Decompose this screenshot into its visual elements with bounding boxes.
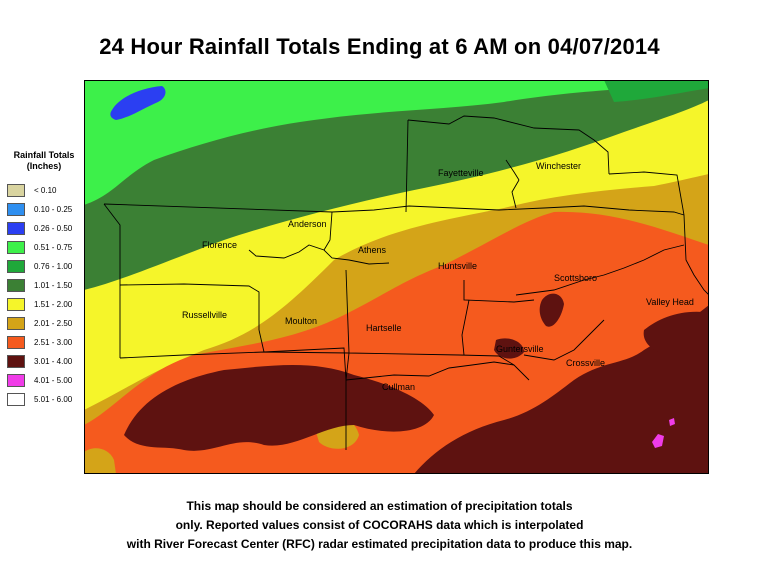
band-3.01-4.00-spot2 [494, 338, 524, 359]
city-moulton: Moulton [285, 316, 317, 326]
legend-label: 1.01 - 1.50 [34, 281, 73, 290]
band-4.01-5.00-b [669, 418, 675, 426]
legend-swatch [7, 298, 25, 311]
legend-item: 0.10 - 0.25 [4, 200, 84, 219]
map-frame [84, 80, 709, 474]
city-florence: Florence [202, 240, 237, 250]
band-2.01-2.50-pocket2 [84, 448, 116, 474]
legend-item: 1.51 - 2.00 [4, 295, 84, 314]
city-winchester: Winchester [536, 161, 581, 171]
city-athens: Athens [358, 245, 387, 255]
city-hartselle: Hartselle [366, 323, 402, 333]
city-russellville: Russellville [182, 310, 227, 320]
legend-items: < 0.10 0.10 - 0.25 0.26 - 0.50 0.51 - 0.75 0… [4, 181, 84, 409]
city-markers: Fayetteville Winchester Anderson Florenc… [182, 161, 694, 392]
city-crossville: Crossville [566, 358, 605, 368]
legend-label: < 0.10 [34, 186, 57, 195]
legend-label: 0.10 - 0.25 [34, 205, 73, 214]
band-3.01-4.00-east [643, 311, 709, 357]
legend: Rainfall Totals (Inches) < 0.10 0.10 - 0.… [4, 150, 84, 409]
legend-item: 1.01 - 1.50 [4, 276, 84, 295]
city-cullman: Cullman [382, 382, 415, 392]
legend-title: Rainfall Totals (Inches) [4, 150, 84, 172]
legend-item: 0.51 - 0.75 [4, 238, 84, 257]
legend-item: 0.26 - 0.50 [4, 219, 84, 238]
legend-label: 4.01 - 5.00 [34, 376, 73, 385]
legend-swatch [7, 203, 25, 216]
band-3.01-4.00-spot1 [539, 293, 564, 327]
legend-swatch [7, 336, 25, 349]
legend-title-line2: (Inches) [26, 161, 62, 171]
legend-swatch [7, 279, 25, 292]
legend-swatch [7, 184, 25, 197]
legend-swatch [7, 222, 25, 235]
legend-label: 2.01 - 2.50 [34, 319, 73, 328]
legend-label: 0.51 - 0.75 [34, 243, 73, 252]
legend-label: 5.01 - 6.00 [34, 395, 73, 404]
city-guntersville: Guntersville [496, 344, 544, 354]
legend-swatch [7, 260, 25, 273]
legend-title-line1: Rainfall Totals [13, 150, 75, 160]
band-4.01-5.00 [652, 434, 664, 448]
footer-note: This map should be considered an estimat… [0, 497, 759, 554]
legend-item: 0.76 - 1.00 [4, 257, 84, 276]
rainfall-map: Fayetteville Winchester Anderson Florenc… [84, 80, 709, 474]
legend-swatch [7, 241, 25, 254]
city-scottsboro: Scottsboro [554, 273, 597, 283]
city-valleyhead: Valley Head [646, 297, 694, 307]
county-boundaries [103, 115, 709, 450]
legend-label: 0.26 - 0.50 [34, 224, 73, 233]
footer-line-2: only. Reported values consist of COCORAH… [175, 518, 584, 532]
band-0.26-0.50 [110, 86, 166, 120]
footer-line-1: This map should be considered an estimat… [186, 499, 573, 513]
legend-label: 1.51 - 2.00 [34, 300, 73, 309]
legend-swatch [7, 374, 25, 387]
footer-line-3: with River Forecast Center (RFC) radar e… [126, 537, 633, 551]
band-0.76-1.00 [604, 80, 709, 102]
band-3.01-4.00-se [414, 305, 709, 474]
legend-item: 3.01 - 4.00 [4, 352, 84, 371]
city-huntsville: Huntsville [438, 261, 477, 271]
city-anderson: Anderson [288, 219, 327, 229]
legend-label: 0.76 - 1.00 [34, 262, 73, 271]
legend-item: 2.01 - 2.50 [4, 314, 84, 333]
band-3.01-4.00-sw [124, 365, 434, 451]
legend-swatch [7, 393, 25, 406]
legend-item: 4.01 - 5.00 [4, 371, 84, 390]
map-title: 24 Hour Rainfall Totals Ending at 6 AM o… [99, 34, 660, 59]
legend-label: 2.51 - 3.00 [34, 338, 73, 347]
legend-item: < 0.10 [4, 181, 84, 200]
legend-item: 2.51 - 3.00 [4, 333, 84, 352]
legend-swatch [7, 355, 25, 368]
legend-item: 5.01 - 6.00 [4, 390, 84, 409]
legend-label: 3.01 - 4.00 [34, 357, 73, 366]
city-fayetteville: Fayetteville [438, 168, 484, 178]
rainfall-bands [84, 80, 709, 474]
legend-swatch [7, 317, 25, 330]
